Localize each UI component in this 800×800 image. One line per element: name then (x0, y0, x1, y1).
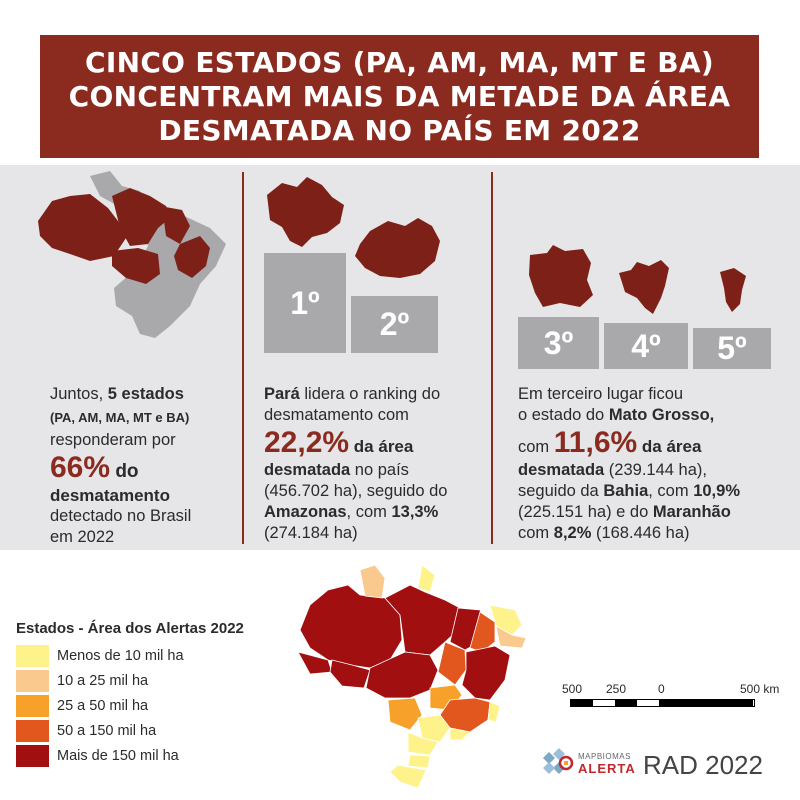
col1-l1b: 5 estados (107, 385, 184, 403)
legend-label: 10 a 25 mil ha (57, 672, 149, 689)
col3-l4b: (239.144 ha), (604, 461, 707, 479)
scale-bar: 500 250 0 500 km (562, 682, 792, 722)
col2-l4a: desmatada (264, 461, 351, 479)
podium-5: 5º (693, 328, 771, 369)
brazil-choropleth-map (297, 564, 527, 789)
scale-tick-500-km: 500 km (740, 682, 780, 696)
brand-top: MAPBIOMAS (578, 752, 631, 761)
title-line-3: DESMATADA NO PAÍS EM 2022 (158, 113, 641, 147)
legend-item: Menos de 10 mil ha (16, 643, 296, 668)
title-banner: CINCO ESTADOS (PA, AM, MA, MT E BA) CONC… (40, 35, 759, 158)
title-line-1: CINCO ESTADOS (PA, AM, MA, MT E BA) (85, 45, 714, 79)
col3-l5d: 10,9% (693, 482, 740, 500)
col3-percent: 11,6% (553, 426, 638, 459)
col1-states-list: (PA, AM, MA, MT e BA) (50, 410, 190, 425)
col3-text: Em terceiro lugar ficou o estado do Mato… (518, 384, 798, 544)
col3-l7a: com (518, 524, 554, 542)
col1-l7: em 2022 (50, 528, 115, 546)
col2-l6a: Amazonas (264, 503, 347, 521)
col3-l5c: , com (648, 482, 694, 500)
page-title: CINCO ESTADOS (PA, AM, MA, MT E BA) CONC… (69, 46, 731, 148)
rank-4-label: 4º (631, 327, 661, 364)
mapbiomas-logo-icon (543, 748, 574, 774)
rank-2-label: 2º (379, 306, 410, 342)
scale-tick-0: 0 (658, 682, 665, 696)
mato-grosso-state-shape (529, 245, 593, 307)
rad-2022-label: RAD 2022 (643, 750, 763, 780)
rank-1-label: 1º (290, 284, 320, 321)
col2-l3b: da área (349, 437, 414, 456)
col3-l2a: o estado do (518, 406, 609, 424)
bahia-state-shape (619, 260, 669, 314)
col3-l3a: com (518, 438, 554, 456)
podium-1: 1º (264, 253, 346, 353)
col3-l3b: da área (637, 437, 702, 456)
legend-title: Estados - Área dos Alertas 2022 (16, 620, 244, 637)
col1-l1a: Juntos, (50, 385, 108, 403)
legend-swatch (16, 694, 49, 717)
legend-swatch (16, 669, 49, 692)
legend-label: 25 a 50 mil ha (57, 697, 149, 714)
col2-l4b: no país (350, 461, 409, 479)
legend-item: Mais de 150 mil ha (16, 743, 296, 768)
col2-percent: 22,2% (264, 426, 350, 459)
maranhao-state-shape (720, 268, 746, 312)
col1-l6: detectado no Brasil (50, 507, 192, 525)
col1-percent: 66% (50, 451, 111, 484)
col2-text: Pará lidera o ranking do desmatamento co… (264, 384, 489, 544)
legend-label: 50 a 150 mil ha (57, 722, 157, 739)
rank-3-label: 3º (543, 324, 574, 361)
legend-item: 50 a 150 mil ha (16, 718, 296, 743)
col1-l5: desmatamento (50, 486, 170, 505)
col3-l7b: 8,2% (553, 524, 592, 542)
col2-l1a: Pará (264, 385, 300, 403)
column-divider-1 (242, 172, 244, 544)
amazonas-state-shape (355, 218, 440, 278)
legend-item: 25 a 50 mil ha (16, 693, 296, 718)
podium-3: 3º (518, 317, 599, 369)
legend-swatch (16, 644, 49, 667)
para-state-shape (267, 177, 344, 247)
legend-item: 10 a 25 mil ha (16, 668, 296, 693)
col2-l2: desmatamento com (264, 406, 409, 424)
brand-wordmark: MAPBIOMAS ALERTA (578, 752, 636, 776)
col1-text: Juntos, 5 estados (PA, AM, MA, MT e BA) … (50, 384, 240, 548)
scale-tick-250: 250 (606, 682, 627, 696)
col2-l7: (274.184 ha) (264, 524, 358, 542)
col3-l4a: desmatada (518, 461, 605, 479)
column-divider-2 (491, 172, 493, 544)
legend-label: Menos de 10 mil ha (57, 647, 184, 664)
scale-bar-frame (570, 699, 755, 707)
rank-5-label: 5º (717, 330, 747, 366)
col2-l6c: 13,3% (391, 503, 439, 521)
col2-l5: (456.702 ha), seguido do (264, 482, 448, 500)
col3-l1: Em terceiro lugar ficou (518, 385, 684, 403)
podium-4: 4º (604, 323, 688, 369)
col3-l7c: (168.446 ha) (591, 524, 690, 542)
legend-label: Mais de 150 mil ha (57, 747, 179, 764)
brazil-highlight-map (38, 171, 226, 338)
scale-tick-500-left: 500 (562, 682, 583, 696)
col3-l2b: Mato Grosso, (608, 406, 715, 424)
legend-swatch (16, 719, 49, 742)
podium-2: 2º (351, 296, 438, 353)
col1-l3: responderam por (50, 431, 176, 449)
legend-swatch (16, 744, 49, 767)
col3-l5a: seguido da (518, 482, 604, 500)
title-line-2: CONCENTRAM MAIS DA METADE DA ÁREA (68, 79, 731, 113)
col3-l6b: Maranhão (652, 503, 731, 521)
map-legend: Estados - Área dos Alertas 2022 Menos de… (16, 620, 296, 768)
col2-l6b: , com (346, 503, 392, 521)
col3-l5b: Bahia (603, 482, 649, 500)
col3-l6a: (225.151 ha) e do (518, 503, 653, 521)
col2-l1b: lidera o ranking do (299, 385, 441, 403)
brand-bottom: ALERTA (578, 761, 636, 776)
col1-l4b: do (110, 461, 139, 482)
